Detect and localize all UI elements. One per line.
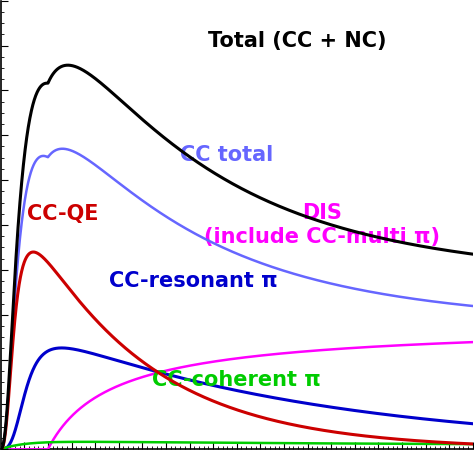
Text: CC-QE: CC-QE — [27, 204, 98, 224]
Text: CC-coherent π: CC-coherent π — [152, 370, 320, 390]
Text: CC-resonant π: CC-resonant π — [109, 271, 278, 291]
Text: DIS
(include CC-multi π): DIS (include CC-multi π) — [204, 203, 440, 247]
Text: Total (CC + NC): Total (CC + NC) — [209, 31, 387, 51]
Text: CC total: CC total — [180, 145, 273, 166]
